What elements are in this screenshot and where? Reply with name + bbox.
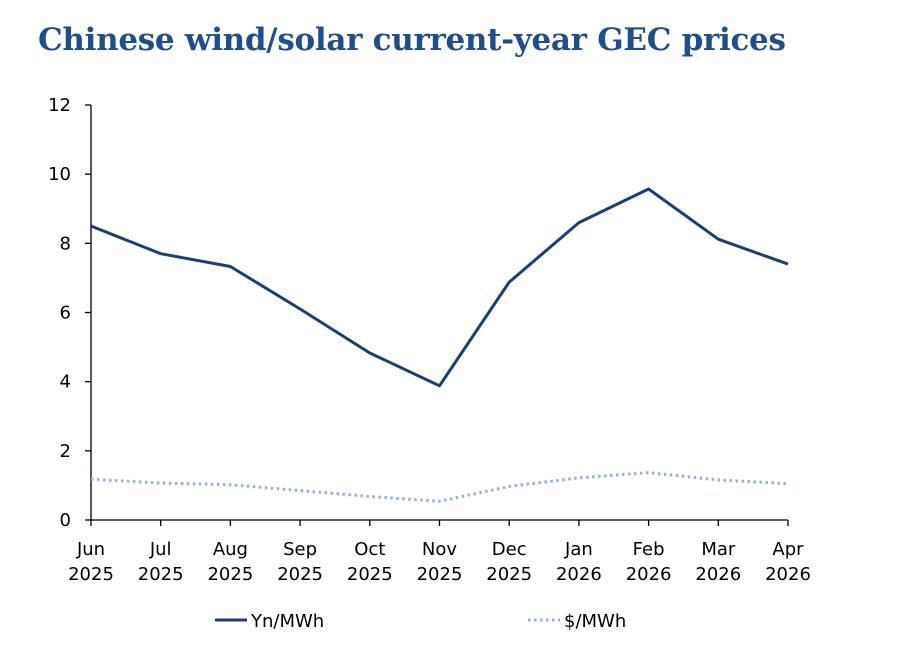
chart-title: Chinese wind/solar current-year GEC pric… <box>38 22 786 58</box>
series-lines <box>90 187 789 503</box>
legend: Yn/MWh $/MWh <box>215 611 626 632</box>
y-tick-label: 12 <box>48 95 71 116</box>
series-line-yn-mwh <box>90 187 789 388</box>
legend-label: $/MWh <box>564 611 626 632</box>
x-tick-label: Feb 2026 <box>626 539 672 585</box>
x-tick-label: Jan 2026 <box>556 539 602 585</box>
y-axis-ticks: 0 2 4 6 8 10 12 <box>48 95 91 531</box>
axes <box>90 105 788 521</box>
x-tick-label: Nov 2025 <box>417 539 463 585</box>
x-axis-ticks: Jun 2025 Jul 2025 Aug 2025 Sep 2025 Oct 2025 Nov 20… <box>68 520 811 585</box>
x-tick-label: Jun 2025 <box>68 539 114 585</box>
y-tick-label: 4 <box>60 372 71 393</box>
x-tick-label: Sep 2025 <box>277 539 323 585</box>
y-tick-label: 0 <box>60 510 71 531</box>
legend-label: Yn/MWh <box>250 611 324 632</box>
y-tick-label: 6 <box>60 303 71 324</box>
x-tick-label: Oct 2025 <box>347 539 393 585</box>
x-tick-label: Aug 2025 <box>207 539 253 585</box>
x-tick-label: Apr 2026 <box>765 539 811 585</box>
y-tick-label: 8 <box>60 233 71 254</box>
x-tick-label: Mar 2026 <box>695 539 741 585</box>
series-line-usd-mwh <box>90 471 789 503</box>
x-tick-label: Dec 2025 <box>486 539 532 585</box>
y-tick-label: 2 <box>60 441 71 462</box>
y-tick-label: 10 <box>48 164 71 185</box>
x-tick-label: Jul 2025 <box>138 539 184 585</box>
